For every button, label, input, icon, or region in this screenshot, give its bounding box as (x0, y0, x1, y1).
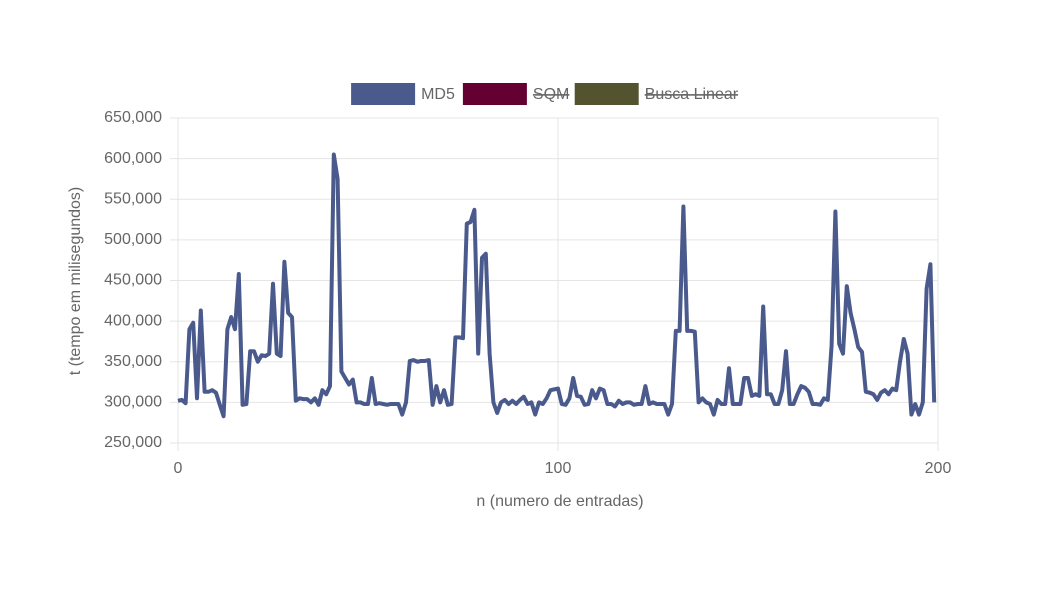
y-tick-label: 250,000 (104, 434, 162, 451)
y-tick-label: 350,000 (104, 353, 162, 370)
y-axis-title: t (tempo em milisegundos) (67, 187, 84, 376)
legend-label[interactable]: Busca Linear (645, 86, 739, 103)
y-tick-label: 300,000 (104, 394, 162, 411)
legend-label[interactable]: MD5 (421, 86, 455, 103)
y-tick-label: 550,000 (104, 190, 162, 207)
y-tick-label: 450,000 (104, 272, 162, 289)
y-tick-label: 400,000 (104, 312, 162, 329)
data-line (177, 152, 937, 419)
x-axis-title: n (numero de entradas) (476, 493, 643, 510)
y-tick-label: 500,000 (104, 231, 162, 248)
legend-label[interactable]: SQM (533, 86, 569, 103)
x-tick-label: 200 (925, 460, 952, 477)
y-tick-label: 600,000 (104, 150, 162, 167)
y-tick-label: 650,000 (104, 109, 162, 126)
legend-swatch[interactable] (462, 83, 527, 105)
legend-swatch[interactable] (351, 83, 416, 105)
x-tick-label: 0 (174, 460, 183, 477)
legend-swatch[interactable] (574, 83, 639, 105)
x-tick-label: 100 (545, 460, 572, 477)
